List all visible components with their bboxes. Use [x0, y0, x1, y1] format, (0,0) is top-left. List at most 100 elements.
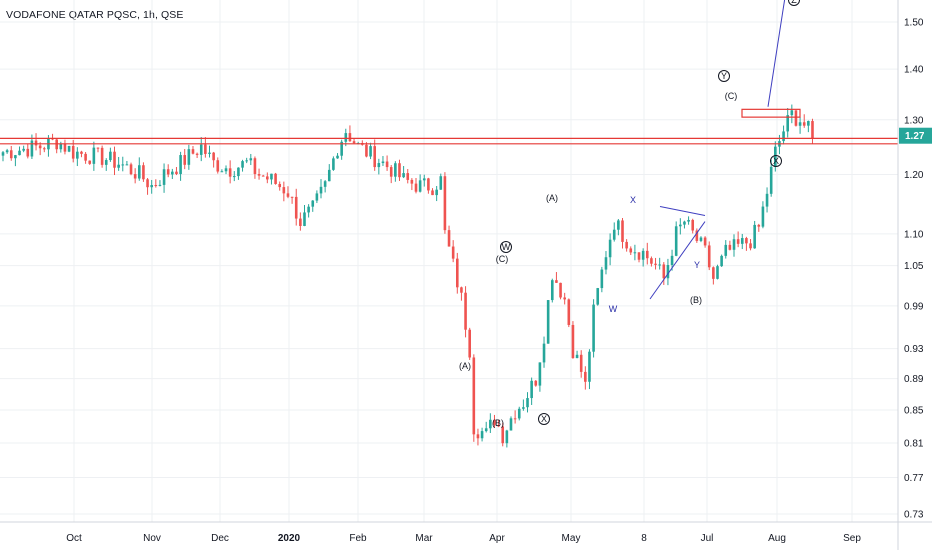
candle [18, 146, 21, 156]
candle [303, 204, 306, 227]
wave-label-text: (C) [496, 254, 509, 264]
wave-label-text: X [541, 414, 547, 424]
candle [790, 104, 794, 124]
candle [418, 174, 422, 193]
wave-label-5: (A) [546, 193, 558, 203]
candle [811, 118, 814, 144]
candle [679, 218, 682, 235]
candle [596, 287, 600, 306]
grid [0, 0, 898, 522]
candle [133, 168, 137, 184]
candle [113, 146, 116, 176]
candle [637, 252, 641, 263]
candle [571, 321, 575, 359]
wave-label-text: X [630, 195, 636, 205]
y-tick-label-3: 1.20 [904, 170, 924, 181]
candle [121, 156, 125, 172]
candle [204, 137, 207, 158]
candle [802, 114, 806, 128]
candle [728, 240, 732, 251]
wave-label-3: (C) [496, 254, 509, 264]
candle [464, 286, 467, 338]
candle [798, 117, 802, 134]
y-tick-label-11: 0.77 [904, 473, 924, 484]
candle [125, 160, 129, 166]
wave-label-text: W [502, 242, 511, 252]
candle [336, 153, 339, 159]
candle [109, 147, 112, 162]
candle [274, 172, 277, 185]
wave-label-text: Y [694, 260, 700, 270]
candle [592, 299, 595, 358]
x-tick-label-7: May [562, 533, 581, 544]
candle [476, 428, 480, 446]
candle [472, 354, 476, 442]
wave-label-9: (B) [690, 295, 702, 305]
wave-label-11: (C) [725, 91, 738, 101]
candle [43, 146, 46, 153]
candle [406, 169, 410, 184]
candle [257, 168, 261, 180]
candle [352, 138, 356, 144]
candle [443, 172, 447, 234]
candles [1, 104, 814, 448]
wave-label-4: X [538, 413, 550, 425]
candle [662, 262, 666, 285]
candle [612, 222, 616, 242]
wave-label-text: Z [791, 0, 797, 5]
candle [129, 162, 133, 176]
wave-label-8: Y [694, 260, 700, 270]
wave-label-1: (B) [492, 418, 504, 428]
x-tick-label-1: Nov [143, 533, 161, 544]
candle [191, 146, 195, 155]
candle [369, 142, 372, 160]
candle [137, 157, 141, 181]
triangle-lower-line [649, 221, 706, 300]
candle [348, 125, 352, 142]
candle [158, 180, 162, 187]
y-tick-label-7: 0.93 [904, 344, 924, 355]
candle [687, 216, 690, 225]
candle [179, 151, 182, 181]
x-tick-label-6: Apr [489, 533, 505, 544]
candle [588, 349, 591, 390]
candle [266, 172, 269, 184]
candle [199, 137, 203, 162]
candle [166, 164, 170, 178]
wave-annotations: (A) (B) W (C) X (A) X W Y (B) Y (C) X Z [459, 0, 800, 428]
x-tick-label-10: Aug [768, 533, 786, 544]
candle [241, 159, 244, 172]
candle [707, 241, 711, 271]
candle [220, 169, 224, 173]
candle [76, 147, 79, 167]
wave-label-text: (B) [492, 418, 504, 428]
candle [150, 179, 153, 194]
candle [563, 292, 566, 305]
candle [299, 212, 302, 231]
candle [414, 177, 418, 194]
drawings [0, 0, 898, 300]
candle [621, 218, 624, 249]
y-tick-label-4: 1.10 [904, 229, 924, 240]
candle [794, 110, 798, 127]
candle [431, 188, 434, 196]
candle [63, 139, 67, 155]
candle [513, 410, 517, 424]
candle [720, 254, 723, 267]
candle [237, 167, 240, 180]
wave-label-text: (A) [459, 361, 471, 371]
candle [311, 200, 315, 212]
candle [600, 266, 604, 293]
candle [92, 141, 96, 171]
resistance-box [741, 108, 801, 118]
candle [460, 286, 463, 301]
candle [749, 239, 752, 251]
candle [517, 406, 521, 421]
candle [365, 142, 368, 158]
candle [261, 174, 265, 177]
price-axis[interactable]: 1.50 1.40 1.30 1.20 1.10 1.05 0.99 0.93 0.89 0.85… [897, 0, 932, 550]
candle [245, 157, 248, 164]
time-axis[interactable]: Oct Nov Dec 2020 Feb Mar Apr May 8 Jul Aug Sep [0, 521, 932, 544]
candle [765, 187, 769, 213]
